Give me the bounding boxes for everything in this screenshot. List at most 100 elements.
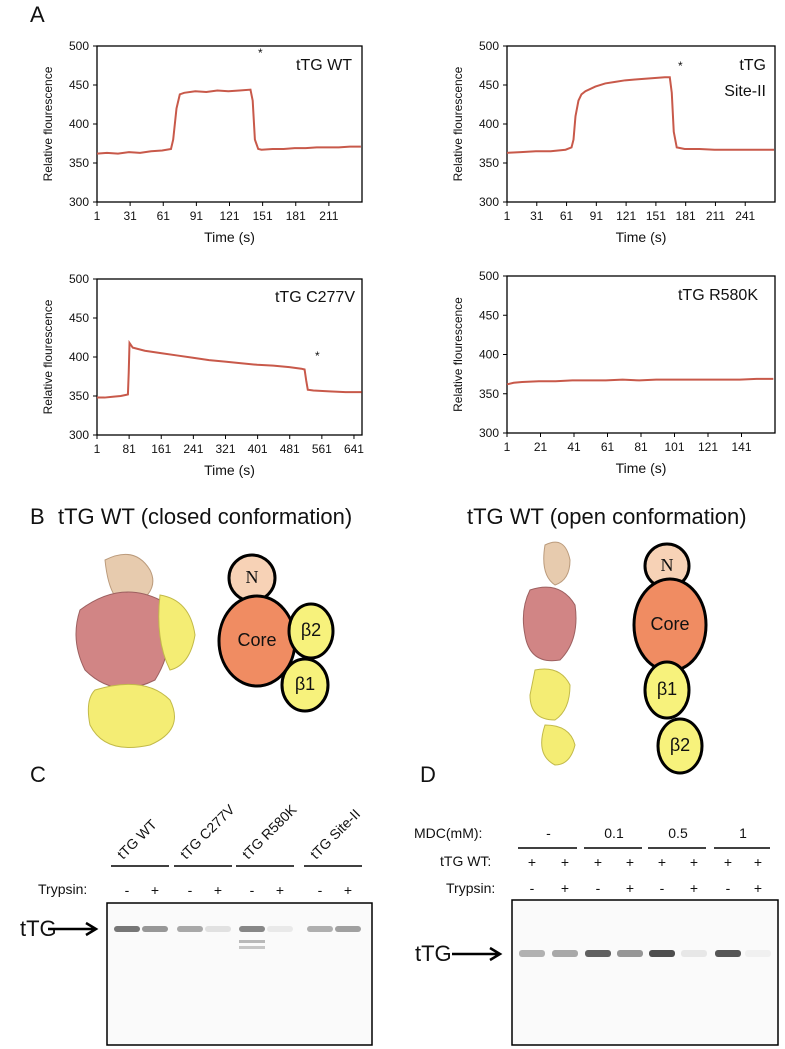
x-tick-label: 561 xyxy=(312,442,332,456)
x-axis-label: Time (s) xyxy=(616,229,667,245)
chart-title: tTG WT xyxy=(296,57,352,74)
y-tick-label: 500 xyxy=(479,39,499,53)
lane-label: tTG R580K xyxy=(239,801,300,862)
x-tick-label: 31 xyxy=(530,209,544,223)
lane-sign: + xyxy=(528,854,536,870)
gel-band xyxy=(519,950,545,957)
lane-sign: - xyxy=(250,882,255,898)
lane-sign: + xyxy=(344,882,352,898)
lane-label: tTG Site-II xyxy=(307,806,363,862)
lane-sign: + xyxy=(754,854,762,870)
lane-sign: + xyxy=(690,880,698,896)
x-tick-label: 321 xyxy=(215,442,235,456)
x-tick-label: 81 xyxy=(634,440,648,454)
arrow xyxy=(452,946,503,962)
lane-sign: + xyxy=(658,854,666,870)
y-tick-label: 400 xyxy=(479,348,499,362)
x-axis-label: Time (s) xyxy=(204,229,255,245)
domain-label: Core xyxy=(237,630,276,650)
x-tick-label: 1 xyxy=(504,440,511,454)
row-label: Trypsin: xyxy=(38,881,87,897)
lane-sign: + xyxy=(594,854,602,870)
lane-sign: - xyxy=(188,882,193,898)
gel-band xyxy=(681,950,707,957)
chart-title: tTG C277V xyxy=(275,289,355,306)
group-label: 0.1 xyxy=(604,825,624,841)
row-label: MDC(mM): xyxy=(414,825,482,841)
x-tick-label: 211 xyxy=(706,209,725,223)
domain-label: Core xyxy=(650,614,689,634)
x-axis-label: Time (s) xyxy=(204,462,255,478)
group-label: 1 xyxy=(739,825,747,841)
y-tick-label: 450 xyxy=(479,78,499,92)
gel-band xyxy=(552,950,578,957)
lane-sign: + xyxy=(151,882,159,898)
gel xyxy=(511,899,779,1046)
lane-sign: - xyxy=(530,880,535,896)
x-tick-label: 61 xyxy=(157,209,171,223)
x-tick-label: 241 xyxy=(183,442,203,456)
x-tick-label: 161 xyxy=(151,442,171,456)
gel-band xyxy=(585,950,611,957)
x-tick-label: 211 xyxy=(319,209,338,223)
y-tick-label: 300 xyxy=(69,195,89,209)
gel-band xyxy=(114,926,140,932)
gel-band xyxy=(142,926,168,932)
x-tick-label: 31 xyxy=(123,209,137,223)
y-tick-label: 500 xyxy=(479,269,499,283)
x-tick-label: 101 xyxy=(664,440,684,454)
y-tick-label: 350 xyxy=(69,389,89,403)
lane-sign: - xyxy=(660,880,665,896)
panel-label: B xyxy=(30,504,45,529)
x-tick-label: 81 xyxy=(122,442,136,456)
gel-band xyxy=(239,940,265,943)
y-tick-label: 500 xyxy=(69,39,89,53)
domain-label: β2 xyxy=(301,620,321,640)
x-tick-label: 141 xyxy=(731,440,751,454)
lane-sign: + xyxy=(690,854,698,870)
y-axis-label: Relative flourescence xyxy=(451,297,465,412)
panel-label: C xyxy=(30,762,46,787)
x-tick-label: 121 xyxy=(616,209,636,223)
panel-label: A xyxy=(30,2,45,27)
row-label: Trypsin: xyxy=(446,880,495,896)
lane-sign: - xyxy=(125,882,130,898)
data-line xyxy=(506,76,775,154)
lane-sign: + xyxy=(724,854,732,870)
lane-sign: + xyxy=(561,854,569,870)
y-axis-label: Relative flourescence xyxy=(451,66,465,181)
row-label: tTG WT: xyxy=(440,853,491,869)
panel-label: D xyxy=(420,762,436,787)
y-tick-label: 350 xyxy=(479,387,499,401)
gel xyxy=(106,902,373,1046)
domain-label: N xyxy=(246,567,259,587)
lane-label: tTG WT xyxy=(114,816,160,862)
annotation: * xyxy=(258,46,263,60)
x-tick-label: 91 xyxy=(590,209,604,223)
lane-sign: + xyxy=(561,880,569,896)
x-tick-label: 121 xyxy=(698,440,718,454)
domain-diagram xyxy=(217,542,708,775)
lane-sign: - xyxy=(318,882,323,898)
x-tick-label: 181 xyxy=(286,209,306,223)
y-axis-label: Relative flourescence xyxy=(41,66,55,181)
chart-title: tTG R580K xyxy=(678,287,758,304)
gel-band xyxy=(649,950,675,957)
x-tick-label: 121 xyxy=(219,209,239,223)
data-line xyxy=(506,377,774,386)
y-tick-label: 400 xyxy=(479,117,499,131)
gel-band xyxy=(745,950,771,957)
gel-band xyxy=(617,950,643,957)
x-tick-label: 1 xyxy=(504,209,511,223)
gel-band xyxy=(239,946,265,949)
gel-band xyxy=(307,926,333,932)
y-tick-label: 450 xyxy=(69,311,89,325)
data-line xyxy=(97,339,362,399)
y-tick-label: 450 xyxy=(69,78,89,92)
y-tick-label: 300 xyxy=(69,428,89,442)
chart-title: tTG xyxy=(739,57,766,74)
plot-frame xyxy=(506,45,776,203)
x-tick-label: 481 xyxy=(280,442,300,456)
annotation: * xyxy=(315,349,320,363)
x-tick-label: 181 xyxy=(676,209,696,223)
